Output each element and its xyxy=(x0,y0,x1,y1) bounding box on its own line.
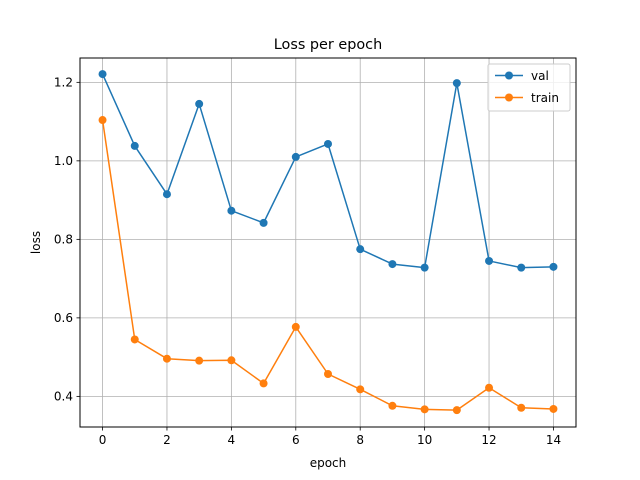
data-point-train xyxy=(388,401,397,410)
data-point-val xyxy=(549,262,558,271)
y-tick-label: 1.0 xyxy=(54,154,73,168)
data-point-val xyxy=(98,70,107,79)
x-tick-label: 8 xyxy=(356,433,364,447)
data-point-train xyxy=(356,385,365,394)
legend: val train xyxy=(487,63,571,112)
x-axis-label: epoch xyxy=(310,456,347,470)
data-point-train xyxy=(162,354,171,363)
data-point-val xyxy=(130,141,139,150)
x-tick-label: 10 xyxy=(417,433,432,447)
data-point-train xyxy=(324,370,332,379)
grid xyxy=(80,58,576,427)
data-point-val xyxy=(324,139,332,148)
y-tick-label: 0.6 xyxy=(54,311,73,325)
x-tick-label: 0 xyxy=(99,433,107,447)
data-point-val xyxy=(485,256,494,265)
data-point-train xyxy=(259,379,268,388)
data-point-val xyxy=(195,99,204,108)
data-point-val xyxy=(259,218,268,227)
legend-label-train: train xyxy=(531,91,559,105)
series-layer xyxy=(98,70,558,415)
x-tick-label: 12 xyxy=(481,433,496,447)
x-tick-label: 4 xyxy=(228,433,236,447)
data-point-val xyxy=(517,263,526,272)
series-train xyxy=(98,116,558,415)
y-tick-label: 0.4 xyxy=(54,390,73,404)
data-point-train xyxy=(517,403,526,412)
data-point-val xyxy=(356,245,365,254)
y-axis-label: loss xyxy=(29,231,43,254)
x-axis: 0 2 4 6 8 10 12 14 xyxy=(99,427,561,447)
legend-label-val: val xyxy=(531,69,549,83)
data-point-val xyxy=(227,206,236,215)
y-tick-label: 1.2 xyxy=(54,76,73,90)
plot-area xyxy=(79,57,577,428)
data-point-val xyxy=(291,152,300,161)
data-point-train xyxy=(98,116,107,125)
data-point-train xyxy=(130,335,139,344)
chart-title: Loss per epoch xyxy=(274,37,382,53)
data-point-val xyxy=(452,79,461,88)
data-point-val xyxy=(162,190,171,199)
data-point-train xyxy=(452,406,461,415)
x-tick-label: 6 xyxy=(292,433,300,447)
data-point-train xyxy=(549,404,558,413)
data-point-train xyxy=(291,322,300,331)
data-point-val xyxy=(420,263,429,272)
data-point-train xyxy=(485,383,494,392)
legend-marker-val xyxy=(505,71,513,80)
data-point-train xyxy=(420,405,429,414)
data-point-train xyxy=(195,356,204,365)
data-point-train xyxy=(227,356,236,365)
y-tick-label: 0.8 xyxy=(54,233,73,247)
x-tick-label: 2 xyxy=(163,433,171,447)
series-val xyxy=(98,70,558,272)
data-point-val xyxy=(388,260,397,269)
legend-marker-train xyxy=(505,93,513,102)
y-axis: 0.4 0.6 0.8 1.0 1.2 xyxy=(54,76,80,404)
x-tick-label: 14 xyxy=(546,433,561,447)
